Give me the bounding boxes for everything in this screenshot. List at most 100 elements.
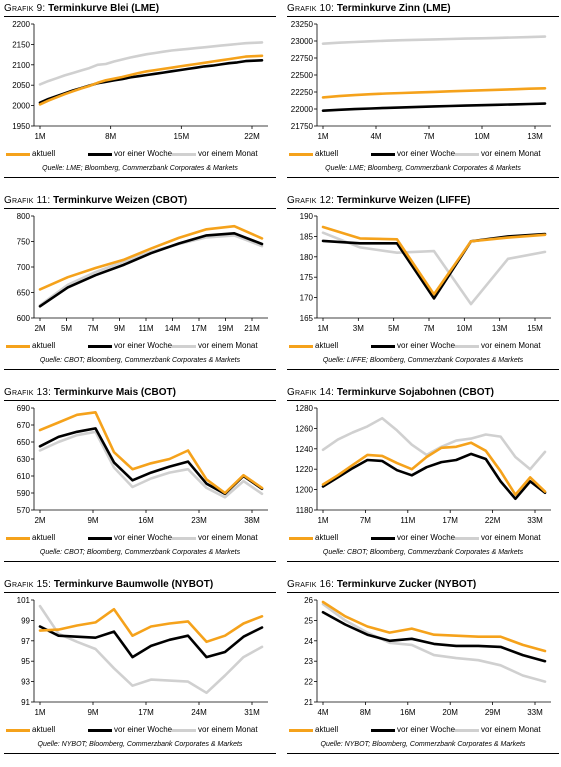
y-tick-label: 670: [17, 421, 31, 430]
y-tick-label: 690: [17, 404, 31, 413]
series-line-vor-einer-woche: [38, 231, 264, 308]
legend-label: aktuell: [32, 533, 56, 542]
chart-panel-terminkurve-weizen-liffe: Grafik 12: Terminkurve Weizen (LIFFE) 165…: [287, 195, 559, 383]
x-tick-label: 33M: [527, 516, 543, 525]
legend-swatch: [455, 153, 479, 156]
y-tick-label: 630: [17, 455, 31, 464]
x-tick-label: 22M: [485, 516, 501, 525]
chart-panel-terminkurve-zucker-nybot: Grafik 16: Terminkurve Zucker (NYBOT) 21 2…: [287, 579, 559, 767]
chart-number: Grafik 15:: [4, 579, 52, 590]
legend-swatch: [289, 345, 313, 348]
x-tick-label: 5M: [388, 324, 399, 333]
series-line-vor-einem-monat: [321, 231, 547, 306]
chart-number: Grafik 11:: [4, 195, 51, 206]
chart-legend: aktuell vor einer Woche vor einem Monat: [4, 340, 276, 352]
y-tick-label: 185: [300, 232, 314, 241]
y-tick-label: 570: [17, 506, 31, 515]
series-line-aktuell: [38, 54, 264, 106]
chart-number: Grafik 9:: [4, 3, 46, 14]
x-tick-label: 4M: [317, 708, 328, 717]
y-tick-label: 750: [17, 238, 31, 247]
y-tick-label: 1220: [295, 465, 313, 474]
chart-legend: aktuell vor einer Woche vor einem Monat: [4, 532, 276, 544]
x-tick-label: 7M: [423, 324, 434, 333]
x-tick-label: 3M: [353, 324, 364, 333]
line-chart: 21 22 23 24 25 26 4M 8M 16M 20M 29M 33M: [304, 596, 551, 717]
x-tick-label: 1M: [34, 132, 45, 141]
title-rule: [287, 16, 559, 17]
title-rule: [4, 592, 276, 593]
chart-source: Quelle: LME; Bloomberg, Commerzbank Corp…: [42, 165, 238, 172]
legend-label: vor einer Woche: [114, 149, 173, 158]
y-tick-label: 1240: [295, 445, 313, 454]
x-tick-label: 9M: [87, 708, 98, 717]
legend-label: aktuell: [315, 341, 339, 350]
legend-label: vor einer Woche: [114, 533, 173, 542]
legend-label: vor einem Monat: [198, 533, 258, 542]
chart-title-text: Terminkurve Zucker (NYBOT): [336, 579, 477, 590]
x-tick-label: 13M: [492, 324, 508, 333]
line-chart: 570 590 610 630 650 670 690 2M 9M 16M 23M 38M: [17, 404, 268, 525]
title-rule: [287, 400, 559, 401]
x-tick-label: 13M: [527, 132, 543, 141]
legend-label: vor einer Woche: [397, 725, 456, 734]
line-chart: 600 650 700 750 800 2M 5M 7M 9M 11M 14M 17M 19M 21M: [17, 212, 268, 333]
x-tick-label: 31M: [244, 708, 260, 717]
legend-swatch: [371, 729, 395, 732]
chart-legend: aktuell vor einer Woche vor einem Monat: [287, 532, 559, 544]
chart-source: Quelle: CBOT; Bloomberg, Commerzbank Cor…: [322, 549, 524, 556]
legend-swatch: [88, 537, 112, 540]
legend-swatch: [289, 729, 313, 732]
legend-label: aktuell: [315, 533, 339, 542]
x-tick-label: 17M: [191, 324, 207, 333]
chart-source: Quelle: CBOT; Bloomberg, Commerzbank Cor…: [39, 357, 241, 364]
bottom-rule: [4, 753, 276, 754]
y-tick-label: 23000: [291, 37, 314, 46]
x-tick-label: 5M: [61, 324, 72, 333]
y-tick-label: 101: [17, 596, 31, 605]
legend-swatch: [371, 345, 395, 348]
chart-title: Grafik 10: Terminkurve Zinn (LME): [287, 3, 451, 14]
y-tick-label: 800: [17, 212, 31, 221]
legend-swatch: [371, 153, 395, 156]
bottom-rule: [287, 177, 559, 178]
y-tick-label: 1280: [295, 404, 313, 413]
series-line-vor-einer-woche: [321, 610, 547, 663]
x-tick-label: 9M: [87, 516, 98, 525]
x-tick-label: 8M: [105, 132, 116, 141]
series-line-vor-einem-monat: [38, 41, 264, 86]
bottom-rule: [287, 753, 559, 754]
x-tick-label: 29M: [485, 708, 501, 717]
x-tick-label: 7M: [360, 516, 371, 525]
x-tick-label: 19M: [218, 324, 234, 333]
chart-legend: aktuell vor einer Woche vor einem Monat: [4, 724, 276, 736]
legend-swatch: [172, 153, 196, 156]
chart-source: Quelle: LME; Bloomberg, Commerzbank Corp…: [325, 165, 521, 172]
chart-legend: aktuell vor einer Woche vor einem Monat: [287, 340, 559, 352]
legend-swatch: [289, 537, 313, 540]
x-tick-label: 10M: [457, 324, 473, 333]
x-tick-label: 2M: [34, 516, 45, 525]
legend-label: vor einem Monat: [481, 533, 541, 542]
x-tick-label: 11M: [400, 516, 415, 525]
chart-source: Quelle: NYBOT; Bloomberg, Commerzbank Co…: [320, 741, 526, 748]
series-line-vor-einem-monat: [38, 430, 264, 499]
legend-label: vor einer Woche: [114, 725, 173, 734]
legend-swatch: [455, 537, 479, 540]
bottom-rule: [287, 369, 559, 370]
legend-swatch: [172, 345, 196, 348]
chart-title: Grafik 13: Terminkurve Mais (CBOT): [4, 387, 176, 398]
y-tick-label: 650: [17, 289, 31, 298]
y-tick-label: 170: [300, 294, 314, 303]
legend-label: aktuell: [315, 725, 339, 734]
y-tick-label: 22500: [291, 71, 314, 80]
y-tick-label: 26: [304, 596, 313, 605]
y-tick-label: 600: [17, 314, 31, 323]
bottom-rule: [4, 177, 276, 178]
x-tick-label: 17M: [442, 516, 458, 525]
series-line-vor-einer-woche: [38, 625, 264, 659]
series-line-vor-einer-woche: [321, 452, 547, 501]
y-tick-label: 93: [21, 678, 30, 687]
y-tick-label: 1260: [295, 424, 313, 433]
series-line-aktuell: [321, 600, 547, 653]
